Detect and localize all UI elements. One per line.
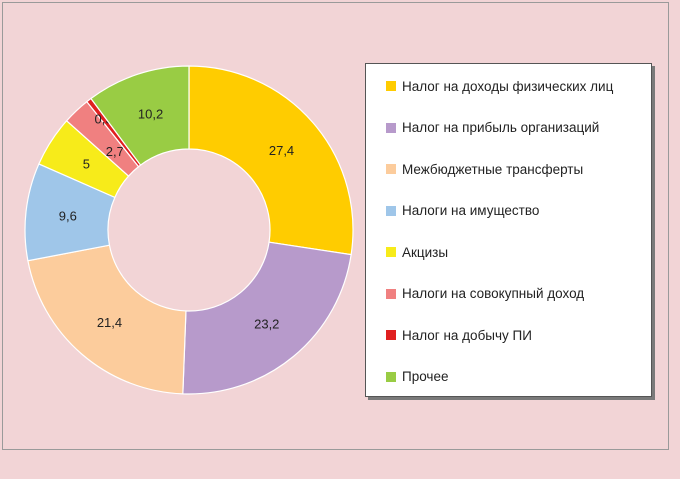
legend-swatch	[386, 330, 396, 340]
legend-label: Налог на доходы физических лиц	[402, 78, 614, 94]
legend-item: Налог на прибыль организаций	[386, 119, 599, 137]
slice-data-label: 27,4	[269, 143, 294, 158]
legend-item: Акцизы	[386, 243, 448, 261]
legend-swatch	[386, 81, 396, 91]
donut-slice-3	[27, 244, 187, 395]
legend-swatch	[386, 288, 396, 299]
slice-data-label: 5	[83, 156, 90, 171]
legend-item: Межбюджетные трансферты	[386, 160, 583, 178]
donut-slice-8	[90, 65, 190, 166]
legend-label: Налоги на имущество	[402, 203, 540, 218]
legend-swatch	[386, 205, 396, 216]
legend-label: Налоги на совокупный доход	[402, 286, 585, 301]
legend-swatch	[386, 371, 396, 382]
legend-label: Акцизы	[402, 244, 449, 260]
legend-label: Налог на прибыль организаций	[402, 120, 600, 135]
donut-slice-1	[188, 65, 354, 256]
legend-label: Налог на добычу ПИ	[402, 327, 532, 343]
legend-item: Прочее	[386, 368, 448, 386]
donut-slice-2	[182, 241, 352, 395]
legend-item: Налог на доходы физических лиц	[386, 77, 613, 95]
legend-label: Межбюджетные трансферты	[402, 161, 584, 177]
legend-item: Налоги на совокупный доход	[386, 285, 584, 303]
slice-data-label: 9,6	[59, 209, 77, 224]
chart-frame	[2, 2, 669, 450]
slice-data-label: 23,2	[254, 317, 279, 332]
legend: Налог на доходы физических лиц Налог на п…	[365, 63, 652, 397]
legend-label: Прочее	[402, 369, 449, 384]
legend-item: Налог на добычу ПИ	[386, 326, 532, 344]
slice-data-label: 21,4	[97, 315, 122, 330]
slice-data-label: 2,7	[106, 144, 124, 159]
legend-swatch	[386, 122, 396, 133]
legend-swatch	[386, 164, 396, 174]
legend-item: Налоги на имущество	[386, 202, 539, 220]
slice-data-label: 10,2	[138, 107, 163, 122]
legend-swatch	[386, 247, 396, 257]
